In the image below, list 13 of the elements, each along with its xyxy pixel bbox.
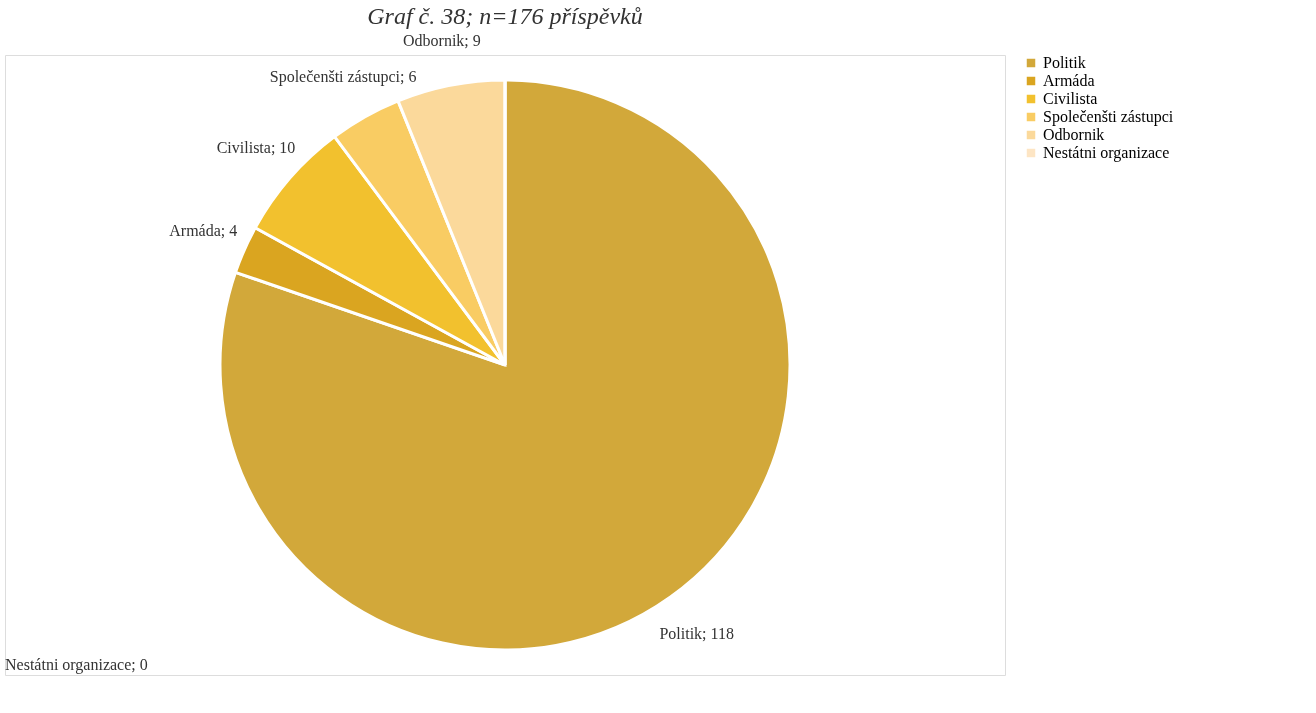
text: Nestátni organizace; 0 <box>5 656 148 673</box>
legend-label: Společenšti zástupci <box>1043 108 1174 126</box>
data-label: Společenšti zástupci; 6 <box>269 68 417 87</box>
legend-label: Politik <box>1043 54 1086 71</box>
data-label: Odbornik; 9 <box>403 32 481 50</box>
chart-subtitle: Graf č. 38; n=176 příspěvků <box>367 3 643 30</box>
legend-label: Nestátni organizace <box>1043 144 1170 162</box>
data-label: Armáda; 4 <box>169 222 238 240</box>
legend-label: Civilista <box>1043 90 1098 107</box>
legend-label: Armáda <box>1043 72 1095 89</box>
data-label: Politik; 118 <box>659 624 734 642</box>
legend-label: Odbornik <box>1043 126 1105 143</box>
data-label: Civilista; 10 <box>216 139 296 157</box>
